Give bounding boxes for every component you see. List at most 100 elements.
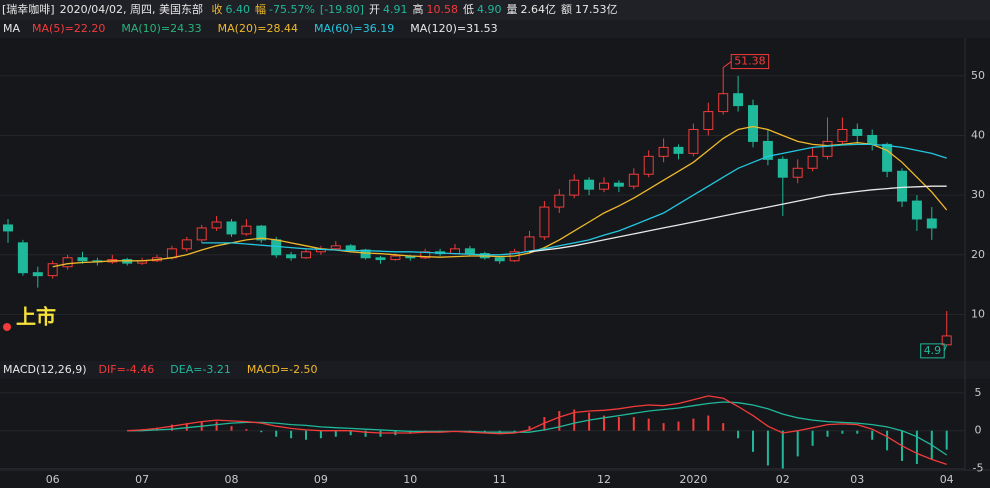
candle-body xyxy=(807,155,818,169)
candle-body xyxy=(867,134,878,145)
candle-body xyxy=(181,239,192,250)
candle-body xyxy=(17,242,28,274)
candle-body xyxy=(494,257,505,262)
candle-body xyxy=(733,93,744,107)
candle-body xyxy=(524,236,535,253)
x-tick-label: 12 xyxy=(597,473,611,486)
candle-body xyxy=(897,170,907,202)
candle-body xyxy=(464,248,475,255)
ma-line xyxy=(529,185,947,253)
x-tick-label: 08 xyxy=(225,473,239,486)
candle-body xyxy=(166,248,177,259)
candle-body xyxy=(301,251,311,259)
candle-body xyxy=(658,146,669,157)
field-label: 开 xyxy=(368,3,380,16)
datetime: 2020/04/02, 周四, 美国东部 xyxy=(59,3,203,16)
y-tick-label: 20 xyxy=(971,248,985,261)
field-label: 额 xyxy=(560,3,572,16)
legend-entry: MA(10)=24.33 xyxy=(121,22,201,35)
candle-body xyxy=(911,200,922,220)
annotation-leader xyxy=(943,344,948,352)
field-value: 4.91 xyxy=(382,3,408,16)
candle-body xyxy=(3,224,13,232)
candle-body xyxy=(47,263,58,277)
y-tick-label: -5 xyxy=(973,461,984,474)
candle-body xyxy=(375,257,386,261)
quote-header: [瑞幸咖啡] 2020/04/02, 周四, 美国东部 收 6.40 幅 -75.57%… xyxy=(0,0,990,20)
y-tick-label: 0 xyxy=(975,424,982,437)
candle-body xyxy=(688,128,699,154)
y-tick-label: 10 xyxy=(971,307,985,320)
dif-line xyxy=(127,395,947,466)
field-label: 收 xyxy=(211,3,223,16)
legend-entry: DIF=-4.46 xyxy=(99,363,155,376)
listing-dot xyxy=(3,323,11,331)
candle-body xyxy=(613,182,624,187)
candle-body xyxy=(286,254,297,259)
candle-body xyxy=(62,257,73,268)
candle-body xyxy=(762,140,773,160)
annotation-leader xyxy=(722,61,732,68)
candle-body xyxy=(345,245,356,251)
field-value: 4.90 xyxy=(476,3,502,16)
candle-body xyxy=(882,143,893,172)
candle-body xyxy=(271,239,282,256)
candle-body xyxy=(599,182,609,190)
candle-body xyxy=(941,335,952,346)
candle-body xyxy=(241,225,252,235)
annotation: 4.9 xyxy=(924,344,942,357)
field-label: 高 xyxy=(412,3,424,16)
field-label: 幅 xyxy=(254,3,266,16)
field-value: 2.64亿 xyxy=(520,3,556,16)
x-tick-label: 09 xyxy=(314,473,328,486)
x-tick-label: 07 xyxy=(135,473,149,486)
candle-body xyxy=(584,179,595,190)
candle-body xyxy=(643,155,654,175)
candle-body xyxy=(196,227,207,241)
x-tick-label: 04 xyxy=(940,473,954,486)
listing-label: 上市 xyxy=(16,305,56,329)
candle-body xyxy=(569,179,580,196)
candle-body xyxy=(539,206,550,238)
candle-body xyxy=(628,173,639,187)
x-tick-label: 02 xyxy=(776,473,790,486)
candle-body xyxy=(852,128,863,136)
candle-body xyxy=(211,221,222,229)
field-value: 17.53亿 xyxy=(574,3,618,16)
y-tick-label: 50 xyxy=(971,69,985,82)
candle-body xyxy=(390,255,401,261)
candle-body xyxy=(703,111,714,130)
x-tick-label: 11 xyxy=(493,473,507,486)
legend-entry: MA(20)=28.44 xyxy=(218,22,298,35)
candle-body xyxy=(926,218,937,229)
y-tick-label: 30 xyxy=(971,188,985,201)
legend-entry: MA(60)=36.19 xyxy=(314,22,394,35)
candle-body xyxy=(554,194,565,208)
legend-entry: MA(120)=31.53 xyxy=(410,22,497,35)
candle-body xyxy=(226,221,237,235)
dea-line xyxy=(127,401,948,456)
legend-entry: MA(5)=22.20 xyxy=(32,22,105,35)
field-label: 量 xyxy=(506,3,518,16)
x-tick-label: 03 xyxy=(850,473,864,486)
candle-body xyxy=(777,158,788,178)
legend-entry: MACD=-2.50 xyxy=(247,363,318,376)
x-tick-label: 06 xyxy=(46,473,60,486)
x-tick-label: 2020 xyxy=(679,473,707,486)
ma-line xyxy=(201,143,947,256)
candle-body xyxy=(673,146,684,154)
field-label: 低 xyxy=(462,3,474,16)
y-tick-label: 40 xyxy=(971,128,985,141)
annotation: 51.38 xyxy=(734,55,766,68)
candle-body xyxy=(837,128,848,142)
ma-line xyxy=(52,125,948,268)
candle-body xyxy=(77,257,88,262)
candle-body xyxy=(256,225,267,241)
candle-body xyxy=(32,272,43,277)
legend-entry: DEA=-3.21 xyxy=(170,363,231,376)
legend-bar xyxy=(0,361,990,379)
field-value: 10.58 xyxy=(426,3,458,16)
field-value: -75.57% xyxy=(268,3,315,16)
candle-body xyxy=(792,167,803,178)
